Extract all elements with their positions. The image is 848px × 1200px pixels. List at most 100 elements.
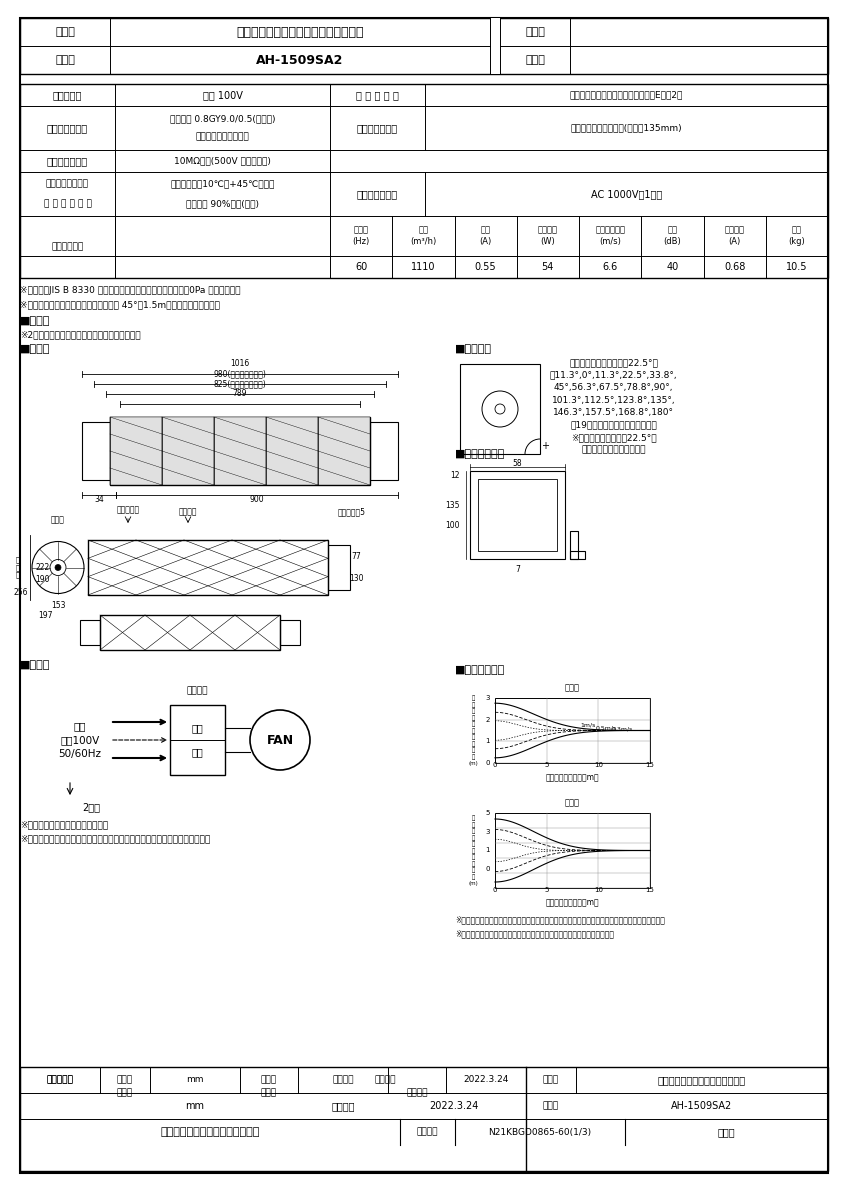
Text: 153: 153 <box>51 600 65 610</box>
Text: 第３角図法: 第３角図法 <box>47 1075 74 1085</box>
Text: 仕様・特性表: 仕様・特性表 <box>52 242 84 252</box>
Text: 周波数
(Hz): 周波数 (Hz) <box>353 226 370 246</box>
Text: 2022.3.24: 2022.3.24 <box>463 1075 509 1085</box>
Text: 197: 197 <box>38 611 53 619</box>
Text: 色調・塗装仕様: 色調・塗装仕様 <box>47 122 88 133</box>
Text: 789: 789 <box>232 389 248 398</box>
Text: 整理番号: 整理番号 <box>416 1128 438 1136</box>
Bar <box>470 470 565 559</box>
Text: AH-1509SA2: AH-1509SA2 <box>256 54 343 66</box>
Text: 尺　度: 尺 度 <box>261 1075 277 1085</box>
Text: 平面図: 平面図 <box>565 683 580 692</box>
Text: ※風量は、JIS B 8330 オリフィスチャンバー方式による静圧0Pa 時の値です。: ※風量は、JIS B 8330 オリフィスチャンバー方式による静圧0Pa 時の値… <box>20 286 241 295</box>
Text: 三菱電機株式会社　中津川製作所: 三菱電機株式会社 中津川製作所 <box>160 1127 259 1138</box>
Text: 本体周囲空気条件: 本体周囲空気条件 <box>46 180 89 188</box>
Text: 形　名: 形 名 <box>543 1102 559 1110</box>
Text: 6.6: 6.6 <box>602 262 617 272</box>
Text: ■お願い: ■お願い <box>20 316 50 326</box>
Text: FAN: FAN <box>266 733 293 746</box>
Bar <box>266 416 318 485</box>
Text: 形　名: 形 名 <box>55 55 75 65</box>
Text: 品　名: 品 名 <box>55 26 75 37</box>
Bar <box>20 1067 828 1171</box>
Text: 羽　根　形　式: 羽 根 形 式 <box>357 122 398 133</box>
Bar <box>478 479 557 551</box>
Text: ※障壁や梁、柱などの設置条件により、風速分布が異なる場合があります。: ※障壁や梁、柱などの設置条件により、風速分布が異なる場合があります。 <box>455 929 614 938</box>
Text: 12: 12 <box>450 470 460 480</box>
Text: 222: 222 <box>36 563 50 572</box>
Text: 256: 256 <box>14 588 28 596</box>
Text: 0.5m/s: 0.5m/s <box>596 725 617 731</box>
Text: ※図中の風速分布は室内温度差、外風、空調機などによる外乱がない自由空間における測定値です。: ※図中の風速分布は室内温度差、外風、空調機などによる外乱がない自由空間における測… <box>455 914 665 924</box>
Bar <box>280 620 300 646</box>
Text: 7: 7 <box>515 564 520 574</box>
Text: 単相 100V: 単相 100V <box>203 90 243 100</box>
Text: 風方向: 風方向 <box>51 515 65 524</box>
Circle shape <box>55 564 61 570</box>
Text: 3: 3 <box>486 829 490 835</box>
Text: 58: 58 <box>513 458 522 468</box>
Text: 0: 0 <box>486 760 490 766</box>
Text: 10MΩ以上(500V 絶縁抵抗計): 10MΩ以上(500V 絶縁抵抗計) <box>174 156 271 166</box>
Text: 77: 77 <box>351 552 361 560</box>
Text: 尺　度: 尺 度 <box>261 1088 277 1098</box>
Bar <box>495 814 650 888</box>
Text: 風
方
向: 風 方 向 <box>16 557 20 578</box>
Text: 2台目: 2台目 <box>82 802 100 812</box>
Text: 非比例尺: 非比例尺 <box>332 1075 354 1085</box>
Text: 1016: 1016 <box>231 359 249 368</box>
Text: 本体は据付面に対して－22.5°、
－11.3°,0°,11.3°,22.5°,33.8°,
45°,56.3°,67.5°,78.8°,90°,
101.3°: 本体は据付面に対して－22.5°、 －11.3°,0°,11.3°,22.5°,… <box>550 358 678 455</box>
Text: AH-1509SA2: AH-1509SA2 <box>672 1102 733 1111</box>
Text: 絶　緑　抵　抗: 絶 緑 抵 抗 <box>47 156 88 166</box>
Text: 搬 送 空 気 条 件: 搬 送 空 気 条 件 <box>43 199 92 208</box>
Text: ■外形図: ■外形図 <box>20 344 50 354</box>
Text: ※騒音は本体吹出口側中心位置より斜め 45°、1.5mの点における値です。: ※騒音は本体吹出口側中心位置より斜め 45°、1.5mの点における値です。 <box>20 300 220 308</box>
Bar <box>495 698 650 763</box>
Bar <box>88 540 328 595</box>
Text: 仕様書: 仕様書 <box>717 1127 735 1138</box>
Text: 1: 1 <box>486 738 490 744</box>
Bar <box>490 18 500 74</box>
Text: ※図中太線及び破線部分は電気工事の資格を有する方にて施エしてください。: ※図中太線及び破線部分は電気工事の資格を有する方にて施エしてください。 <box>20 834 210 842</box>
Text: 0: 0 <box>486 866 490 872</box>
Text: 単　位: 単 位 <box>117 1075 133 1085</box>
Bar <box>110 416 370 485</box>
Bar <box>570 551 585 559</box>
Text: 0.3m/s: 0.3m/s <box>611 727 633 732</box>
Text: 825(内側取付ピッチ): 825(内側取付ピッチ) <box>214 379 266 388</box>
Bar <box>20 18 828 74</box>
Text: ■角度調整: ■角度調整 <box>455 344 492 354</box>
Bar <box>82 422 110 480</box>
Text: 2: 2 <box>486 716 490 722</box>
Text: ポリエステル粉体塗装: ポリエステル粉体塗装 <box>196 132 249 142</box>
Text: 15: 15 <box>645 887 655 893</box>
Text: 起動電流
(A): 起動電流 (A) <box>725 226 745 246</box>
Text: mm: mm <box>186 1102 204 1111</box>
Text: 作成日付: 作成日付 <box>406 1088 427 1098</box>
Text: 消費電力
(W): 消費電力 (W) <box>538 226 558 246</box>
Bar <box>110 416 162 485</box>
Text: 2022.3.24: 2022.3.24 <box>429 1102 478 1111</box>
Text: 非比例尺: 非比例尺 <box>332 1102 354 1111</box>
Bar <box>328 545 350 590</box>
Bar <box>162 416 214 485</box>
Text: 5: 5 <box>544 887 549 893</box>
Text: ※電源接続仕様は端子台方式です。: ※電源接続仕様は端子台方式です。 <box>20 820 109 829</box>
Text: 0: 0 <box>493 762 497 768</box>
Text: 5: 5 <box>486 810 490 816</box>
Text: 電 動 機 形 式: 電 動 機 形 式 <box>356 90 399 100</box>
Bar <box>370 422 398 480</box>
Text: 電　　　源: 電 源 <box>53 90 82 100</box>
Text: 1m/s: 1m/s <box>580 722 595 727</box>
Text: 耐　　電　　圧: 耐 電 圧 <box>357 188 398 199</box>
Text: 吹
き
だ
し
口
か
ら
の
距
離
(m): 吹 き だ し 口 か ら の 距 離 (m) <box>468 696 478 766</box>
Bar <box>460 364 540 454</box>
Text: 1: 1 <box>486 847 490 853</box>
Text: 品　名: 品 名 <box>543 1075 559 1085</box>
Text: 全閉形コンデンサ単相誘導電動機　E種　2極: 全閉形コンデンサ単相誘導電動機 E種 2極 <box>570 90 683 100</box>
Text: 台　数: 台 数 <box>525 26 545 37</box>
Text: 第３角図法: 第３角図法 <box>47 1075 74 1085</box>
Text: ■到達風速分布: ■到達風速分布 <box>455 665 505 674</box>
Bar <box>570 530 578 559</box>
Text: 54: 54 <box>542 262 554 272</box>
